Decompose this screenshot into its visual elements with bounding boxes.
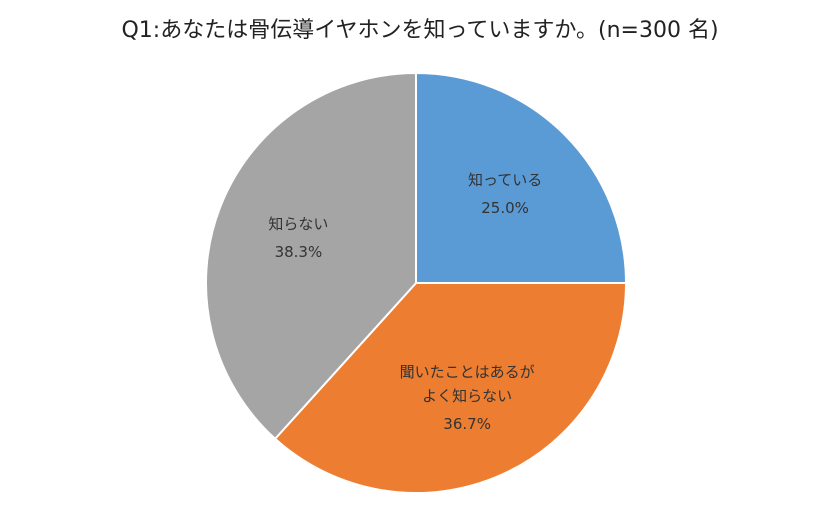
pie-slice [415, 71, 628, 284]
pie-slice [273, 282, 628, 494]
pie-slice [205, 71, 417, 441]
chart-title: Q1:あなたは骨伝導イヤホンを知っていますか。(n=300 名) [121, 18, 719, 43]
slice-value: 36.7% [443, 415, 491, 434]
slice-label: 聞いたことはあるが よく知らない [399, 363, 535, 406]
slice-label: 知らない [268, 214, 329, 233]
slice-value: 38.3% [274, 242, 323, 261]
slice-value: 25.0% [481, 198, 529, 217]
slice-label: 知っている [467, 170, 543, 189]
